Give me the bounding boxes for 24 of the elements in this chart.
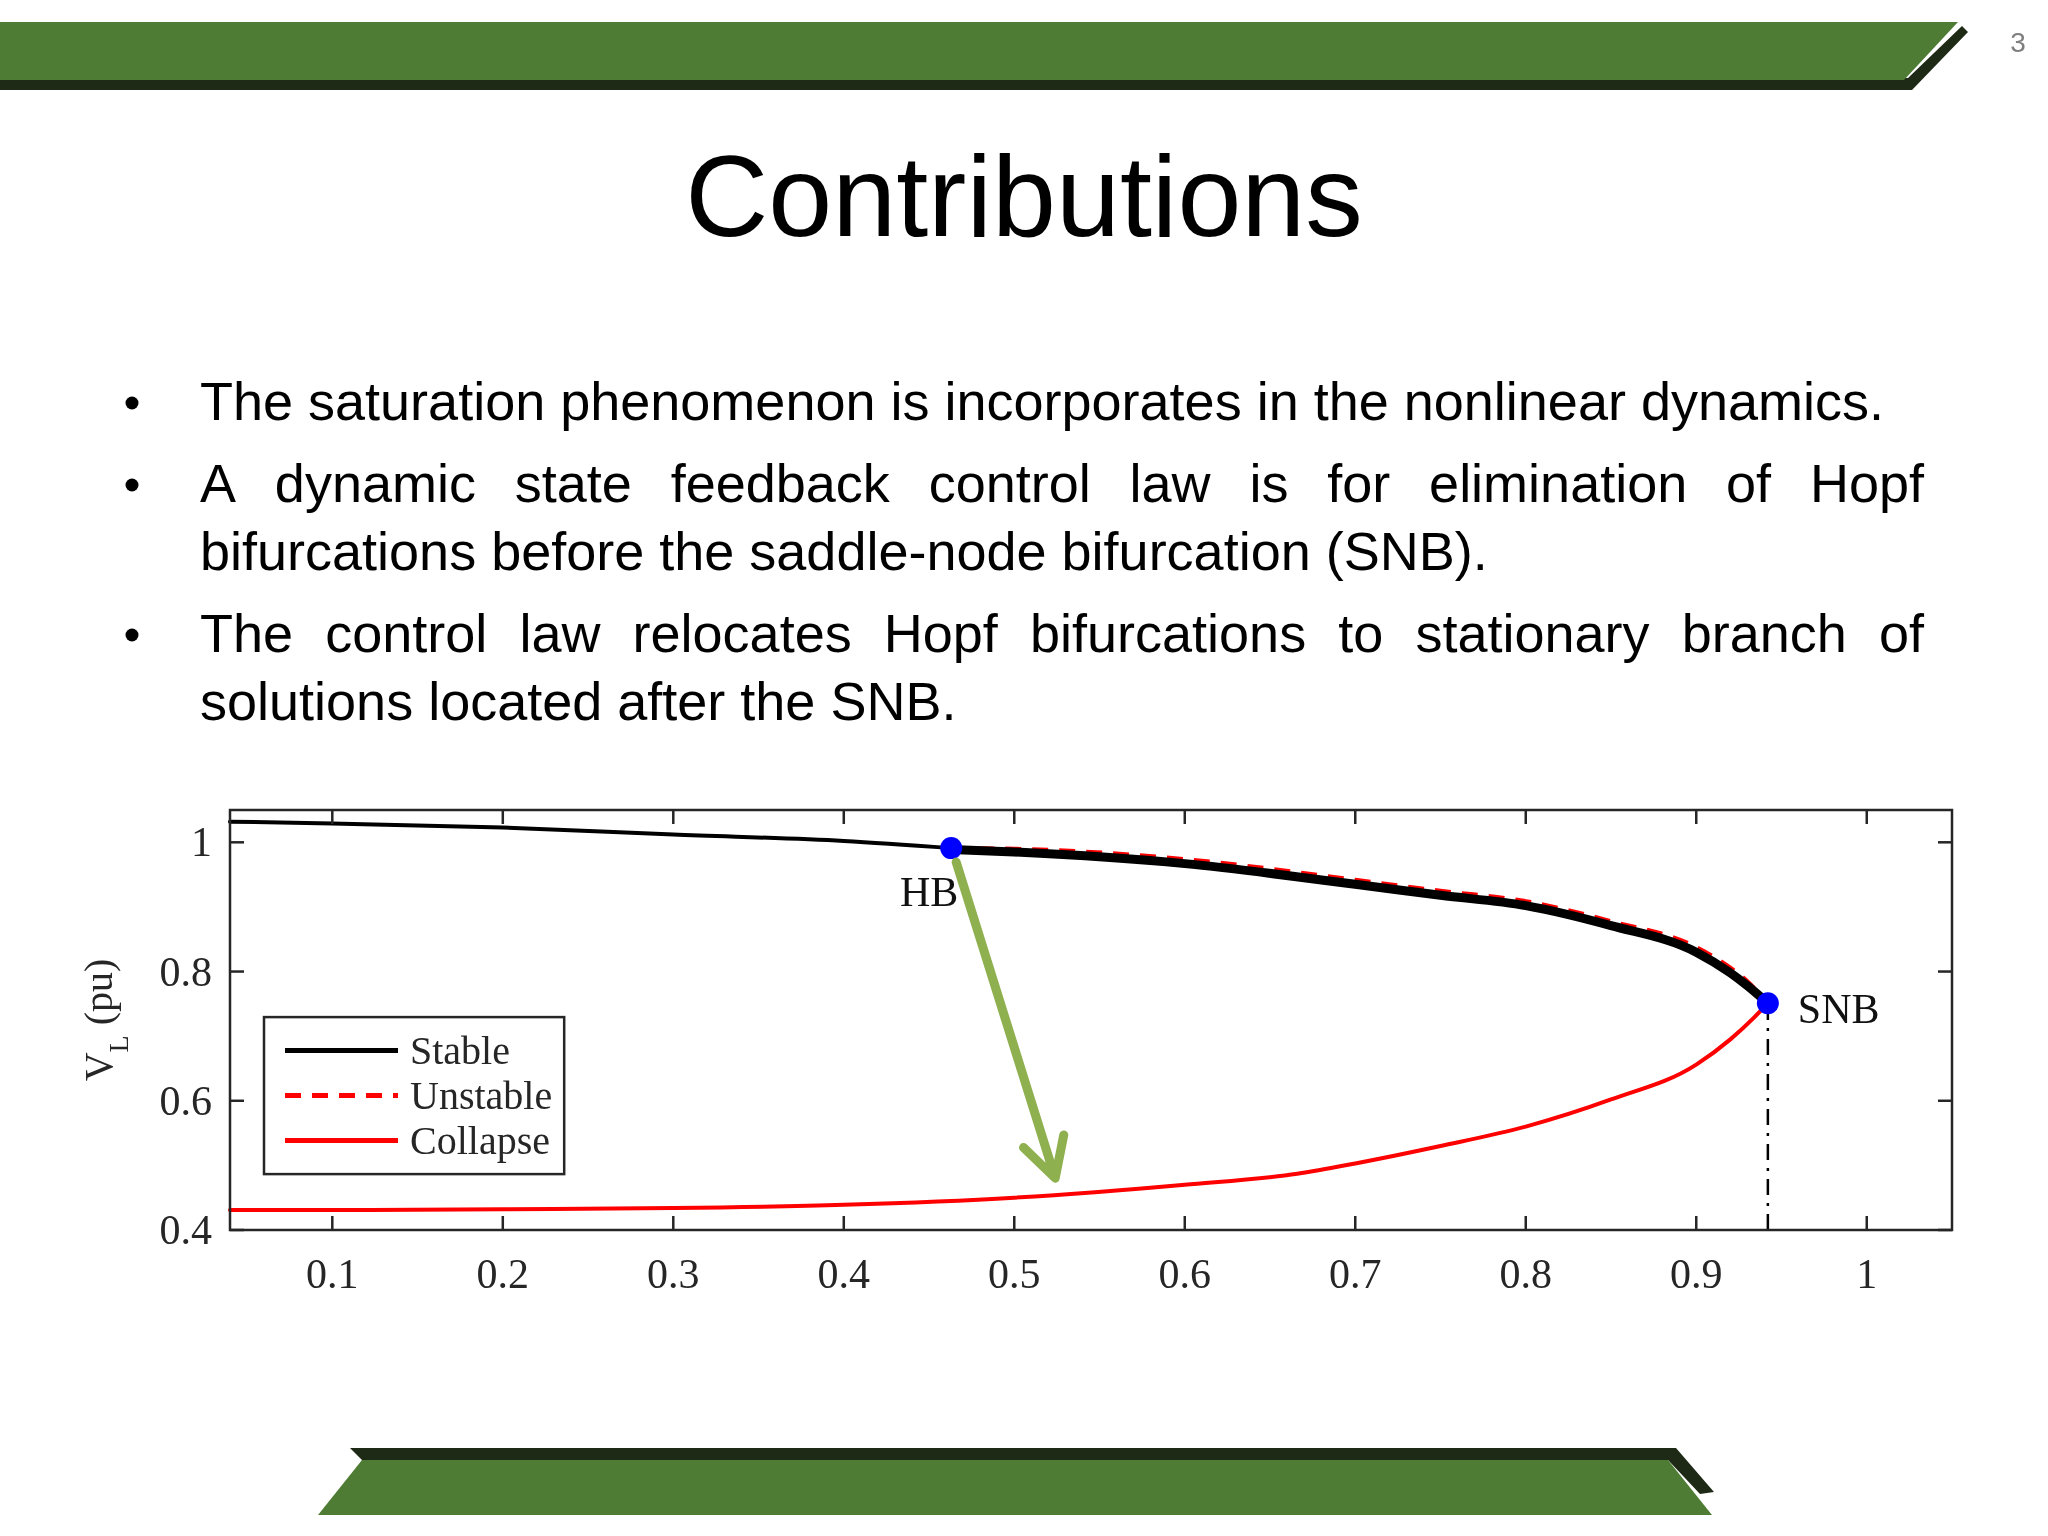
y-tick-label: 0.8 [159,948,212,995]
x-tick-label: 0.7 [1329,1251,1382,1297]
x-tick-label: 0.8 [1499,1251,1553,1297]
annotation: HB [900,869,959,916]
text: The control law relocates Hopf bifurcations to stationary branch of solutions located after the SNB. [200,603,1925,731]
x-tick-label: 0.9 [1670,1251,1723,1297]
legend-label: Collapse [410,1118,550,1164]
legend-label: Unstable [410,1073,553,1119]
chart-title: Contributions [685,132,1363,260]
y-tick-label: 0.6 [159,1077,212,1124]
x-tick-label: 0.1 [306,1251,359,1297]
annotation: SNB [1797,986,1880,1033]
text: 3 [2010,27,2026,58]
legend-label: Stable [410,1028,510,1074]
y-tick-label: 0.4 [159,1207,212,1253]
text: The saturation phenomenon is incorporates in the nonlinear dynamics. [200,371,1884,431]
x-tick-label: 1 [1856,1251,1878,1297]
x-tick-label: 0.6 [1158,1251,1212,1297]
x-tick-label: 0.5 [988,1251,1041,1297]
x-tick-label: 0.2 [476,1251,530,1297]
text: A dynamic state feedback control law is for elimination of Hopf bifurcations before the saddle-node bifurcation (SNB). [200,453,1925,581]
x-tick-label: 0.3 [647,1251,700,1297]
y-tick-label: 1 [191,819,212,866]
x-tick-label: 0.4 [817,1251,871,1297]
